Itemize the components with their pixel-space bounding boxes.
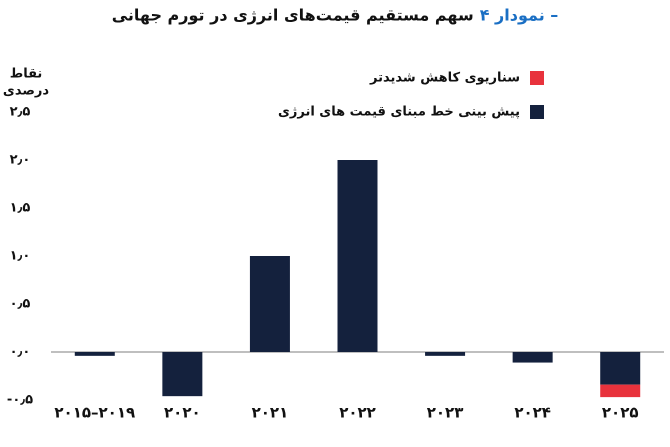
bar	[74, 352, 115, 356]
x-tick-label: ۲۰۲۵	[602, 404, 639, 422]
y-axis-label: نقاط	[10, 67, 43, 82]
legend-swatch	[530, 71, 544, 85]
y-tick-label: ۰٫۰	[10, 345, 31, 360]
chart-title: سهم مستقیم قیمت‌های انرژی در تورم جهانی	[112, 6, 474, 25]
figure-number: نمودار ۴ –	[480, 6, 559, 25]
y-tick-label: ۱٫۵	[10, 201, 31, 216]
y-tick-label: ۲٫۰	[10, 153, 31, 168]
legend-swatch	[530, 105, 544, 119]
x-tick-label: ۲۰۲۴	[514, 404, 551, 422]
bar	[425, 352, 466, 356]
y-axis-label: درصدی	[3, 84, 49, 99]
x-tick-label: ۲۰۲۲	[339, 404, 376, 422]
y-tick-label: ۰٫۵	[10, 297, 31, 312]
x-tick-label: ۲۰۲۰	[164, 404, 201, 422]
y-tick-label: -۰٫۵	[7, 393, 33, 408]
x-tick-label: ۲۰۲۳	[427, 404, 464, 422]
bar	[512, 352, 553, 363]
x-tick-label: ۲۰۱۵–۲۰۱۹	[54, 404, 135, 422]
bar	[600, 352, 641, 385]
x-tick-label: ۲۰۲۱	[252, 404, 289, 422]
bar	[600, 384, 641, 398]
legend-label: سناریوی کاهش شدیدتر	[369, 71, 520, 86]
y-tick-label: ۲٫۵	[10, 105, 31, 120]
legend-label: پیش بینی خط مبنای قیمت های انرژی	[278, 105, 520, 120]
y-tick-label: ۱٫۰	[10, 249, 31, 264]
bar	[249, 256, 290, 352]
bar	[162, 352, 203, 397]
bar	[337, 160, 378, 352]
